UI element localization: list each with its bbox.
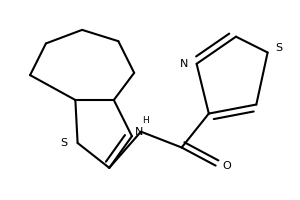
- Text: O: O: [223, 161, 231, 171]
- Text: N: N: [180, 59, 188, 69]
- Text: H: H: [142, 116, 149, 125]
- Text: S: S: [275, 43, 283, 53]
- Text: N: N: [134, 127, 143, 137]
- Text: S: S: [61, 138, 68, 148]
